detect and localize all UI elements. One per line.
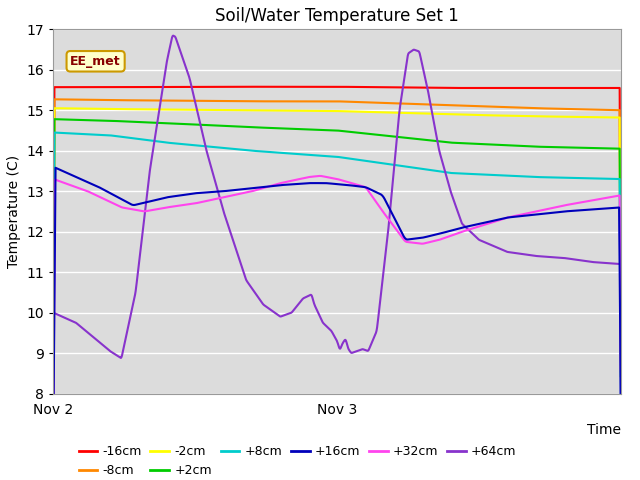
Y-axis label: Temperature (C): Temperature (C) [7,155,21,268]
X-axis label: Time: Time [587,423,621,437]
Text: EE_met: EE_met [70,55,121,68]
Legend: -16cm, -8cm, -2cm, +2cm, +8cm, +16cm, +32cm, +64cm: -16cm, -8cm, -2cm, +2cm, +8cm, +16cm, +3… [74,440,521,480]
Title: Soil/Water Temperature Set 1: Soil/Water Temperature Set 1 [215,7,459,25]
